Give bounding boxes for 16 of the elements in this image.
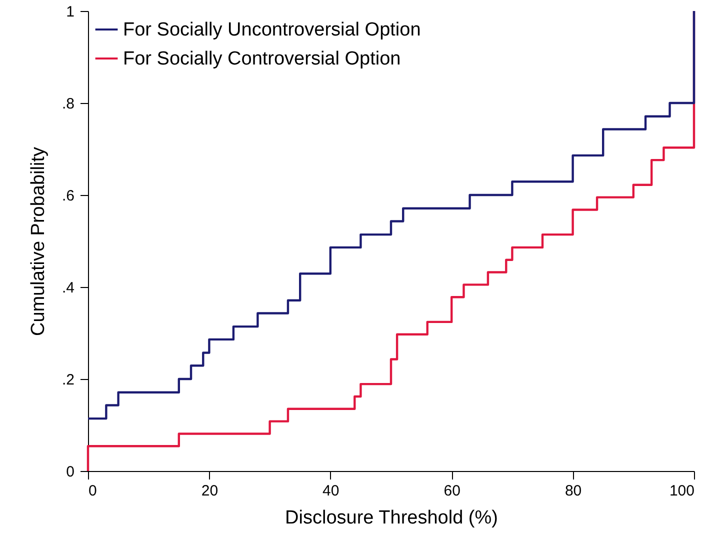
x-tick-label: 60 [444, 482, 460, 500]
x-tick-label: 100 [669, 482, 694, 500]
legend-label: For Socially Controversial Option [123, 48, 401, 70]
y-tick-label: .6 [62, 188, 74, 204]
x-axis-title: Disclosure Threshold (%) [285, 508, 498, 528]
y-tick-label: .2 [62, 372, 74, 388]
y-axis-title: Cumulative Probability [28, 146, 49, 336]
x-tick-label: 80 [564, 482, 582, 500]
y-tick-label: .4 [62, 280, 74, 296]
y-tick-label: .8 [62, 96, 74, 112]
legend-label: For Socially Uncontroversial Option [123, 20, 421, 40]
x-tick-label: 20 [201, 482, 218, 500]
y-tick-label: 0 [66, 464, 74, 480]
x-tick-label: 0 [88, 482, 97, 500]
x-tick-label: 40 [322, 482, 340, 500]
y-tick-label: 1 [66, 4, 74, 20]
